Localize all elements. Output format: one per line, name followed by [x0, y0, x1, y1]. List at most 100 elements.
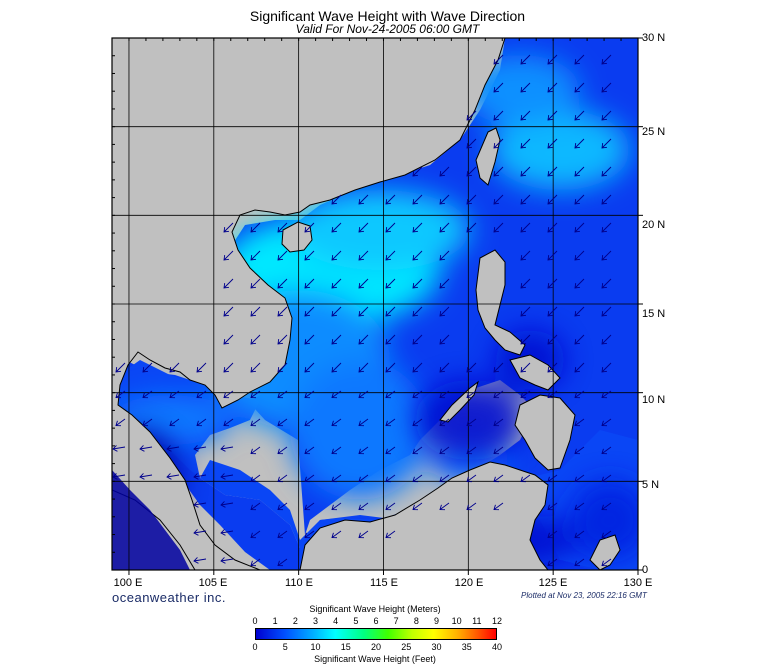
graticule	[112, 38, 638, 570]
brand-logo-text: oceanweather inc.	[112, 590, 227, 605]
feet-tick-label: 5	[282, 642, 288, 652]
wave-direction-arrow	[250, 278, 261, 289]
wave-direction-arrow	[139, 473, 153, 480]
wave-direction-arrow	[493, 194, 504, 205]
wave-direction-arrow	[385, 474, 396, 483]
wave-direction-arrow	[358, 334, 369, 345]
wave-direction-arrow	[223, 418, 234, 427]
wave-direction-arrow	[412, 194, 423, 205]
wave-direction-arrow	[358, 306, 369, 317]
wave-direction-arrow	[493, 166, 504, 177]
wave-direction-arrow	[223, 278, 234, 289]
wave-direction-arrow	[115, 362, 126, 373]
wave-direction-arrow	[385, 334, 396, 345]
wave-direction-arrow	[304, 222, 315, 233]
colorbar	[255, 628, 497, 640]
wave-direction-arrow	[547, 558, 558, 567]
wave-direction-arrow	[277, 334, 288, 345]
lon-label-110: 110 E	[285, 577, 313, 589]
wave-direction-arrow	[520, 110, 531, 121]
wave-direction-arrow	[466, 390, 477, 399]
wave-direction-arrow	[193, 501, 207, 508]
wave-direction-arrow	[223, 222, 234, 233]
wave-direction-arrow	[574, 82, 585, 93]
wave-direction-arrow	[520, 306, 531, 317]
wave-direction-arrow	[601, 530, 612, 539]
wave-direction-arrow	[331, 362, 342, 373]
wave-direction-arrow	[223, 250, 234, 261]
wave-direction-arrow	[358, 390, 369, 399]
wave-direction-arrow	[574, 138, 585, 149]
wave-direction-arrow	[250, 418, 261, 427]
meter-tick-label: 11	[472, 616, 482, 626]
wave-direction-arrow	[493, 110, 504, 121]
wave-direction-arrow	[277, 502, 288, 511]
map-frame	[111, 37, 639, 571]
wave-direction-arrow	[547, 306, 558, 317]
wave-direction-arrow	[466, 138, 477, 149]
wave-direction-arrow	[601, 82, 612, 93]
wave-direction-arrow	[574, 474, 585, 483]
wave-direction-arrow	[547, 138, 558, 149]
wave-direction-arrow	[277, 530, 288, 539]
wave-direction-arrow	[412, 474, 423, 483]
wave-direction-arrow	[331, 306, 342, 317]
wave-direction-arrow	[601, 250, 612, 261]
wave-direction-arrow	[547, 334, 558, 345]
wave-direction-arrow	[574, 334, 585, 345]
wave-direction-arrow	[466, 502, 477, 511]
visayas-islands	[509, 354, 561, 391]
wave-direction-arrow	[493, 418, 504, 427]
colorbar-title-feet: Significant Wave Height (Feet)	[314, 654, 436, 664]
wave-direction-arrow	[112, 445, 126, 452]
hainan-island	[281, 221, 313, 253]
wave-direction-arrow	[304, 334, 315, 345]
borneo-island	[299, 461, 549, 570]
wave-direction-arrow	[223, 362, 234, 373]
wave-direction-arrow	[466, 166, 477, 177]
wave-direction-arrow	[574, 530, 585, 539]
wave-direction-arrow	[250, 446, 261, 455]
wave-direction-arrow	[139, 445, 153, 452]
wave-direction-arrow	[601, 110, 612, 121]
wave-direction-arrow	[196, 418, 207, 427]
wave-direction-arrow	[220, 501, 234, 508]
lat-label-25: 25 N	[642, 126, 666, 138]
wave-direction-arrow	[547, 530, 558, 539]
wave-direction-arrow	[439, 334, 450, 345]
wave-direction-arrow	[574, 222, 585, 233]
wave-direction-arrow	[385, 502, 396, 511]
wave-direction-arrow	[358, 222, 369, 233]
wave-direction-arrow	[304, 250, 315, 261]
wave-direction-arrow	[277, 362, 288, 373]
lon-label-120: 120 E	[454, 577, 484, 589]
wave-direction-arrow	[601, 334, 612, 345]
wave-direction-arrow	[574, 390, 585, 399]
lat-label-20: 20 N	[642, 219, 666, 231]
wave-direction-arrow	[250, 558, 261, 567]
wave-direction-arrow	[223, 390, 234, 399]
wave-direction-arrow	[277, 278, 288, 289]
wave-direction-arrow	[331, 194, 342, 205]
wave-direction-arrow	[304, 446, 315, 455]
meter-tick-label: 9	[433, 616, 440, 626]
wave-direction-arrow	[601, 362, 612, 373]
wave-direction-arrow	[358, 530, 369, 539]
wave-direction-arrow	[220, 557, 234, 564]
wave-direction-arrow	[547, 502, 558, 511]
lat-label-15: 15 N	[642, 308, 666, 320]
wave-direction-arrow	[574, 110, 585, 121]
wave-direction-arrow	[439, 278, 450, 289]
meter-tick-label: 2	[292, 616, 298, 626]
wave-direction-arrow	[331, 222, 342, 233]
wave-direction-arrow	[193, 445, 207, 452]
wave-direction-arrow	[439, 222, 450, 233]
wave-direction-arrow	[331, 278, 342, 289]
feet-tick-label: 30	[431, 642, 442, 652]
wave-direction-arrow	[166, 473, 180, 480]
wave-direction-arrow	[169, 418, 180, 427]
wave-direction-arrow	[385, 306, 396, 317]
wave-direction-arrow	[466, 362, 477, 373]
wave-direction-arrow	[574, 278, 585, 289]
wave-direction-arrow	[601, 222, 612, 233]
